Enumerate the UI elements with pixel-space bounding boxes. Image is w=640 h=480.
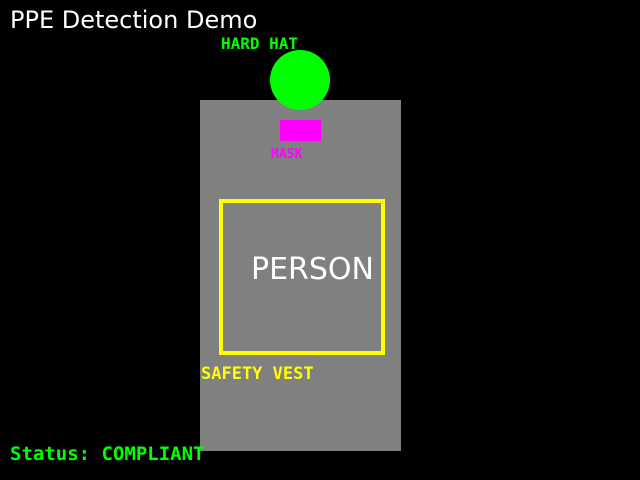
safety-vest-box — [219, 199, 385, 355]
mask-label: MASK — [271, 147, 303, 162]
hard-hat-label: HARD HAT — [221, 34, 299, 53]
safety-vest-label: SAFETY VEST — [201, 364, 314, 384]
person-label: PERSON — [251, 252, 374, 287]
person-region — [200, 100, 401, 451]
mask-marker — [280, 120, 321, 141]
hard-hat-marker — [270, 50, 330, 110]
app-title: PPE Detection Demo — [10, 6, 258, 34]
compliance-status: Status: COMPLIANT — [10, 443, 205, 465]
